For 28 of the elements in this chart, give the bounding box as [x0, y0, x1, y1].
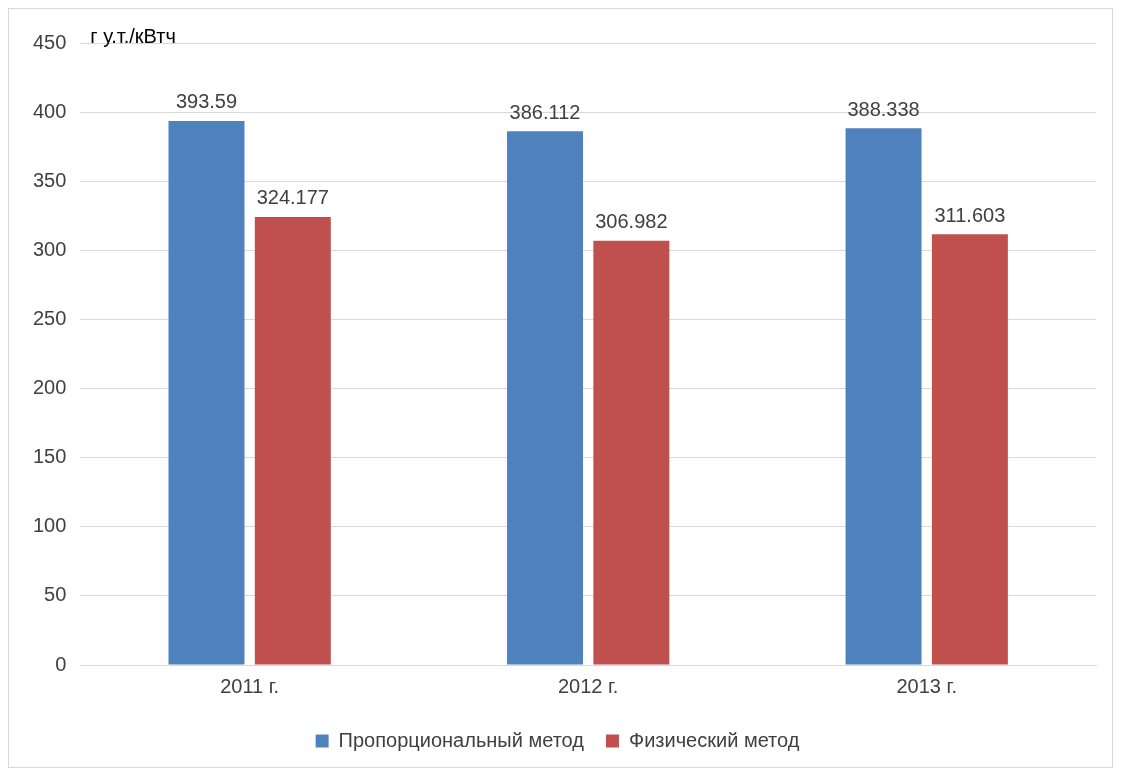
data-label: 306.982: [595, 210, 668, 233]
bar: [168, 120, 245, 665]
y-tick-label: 100: [32, 514, 67, 537]
bar: [845, 128, 922, 665]
y-tick-label: 250: [32, 306, 67, 329]
bar: [507, 131, 584, 665]
y-tick-label: 400: [32, 99, 67, 122]
data-label: 393.59: [175, 90, 238, 113]
data-label: 386.112: [509, 100, 581, 123]
x-tick-label: 2011 г.: [220, 674, 280, 697]
x-tick-label: 2012 г.: [557, 674, 619, 697]
data-label: 388.338: [847, 97, 920, 120]
legend-label: Физический метод: [628, 728, 800, 751]
y-tick-label: 450: [32, 30, 67, 53]
y-tick-label: 50: [44, 583, 67, 606]
bar: [931, 234, 1008, 665]
y-tick-label: 350: [32, 168, 67, 191]
data-label: 311.603: [934, 203, 1006, 226]
y-tick-label: 150: [32, 445, 67, 468]
bar: [593, 240, 670, 665]
y-tick-label: 200: [32, 376, 67, 399]
y-tick-label: 0: [55, 652, 67, 675]
bar: [254, 216, 331, 665]
x-tick-label: 2013 г.: [896, 674, 957, 697]
legend-label: Пропорциональный метод: [338, 728, 585, 751]
y-axis-title: г у.т./кВтч: [90, 24, 176, 47]
y-tick-label: 300: [32, 237, 67, 260]
data-label: 324.177: [256, 186, 329, 209]
